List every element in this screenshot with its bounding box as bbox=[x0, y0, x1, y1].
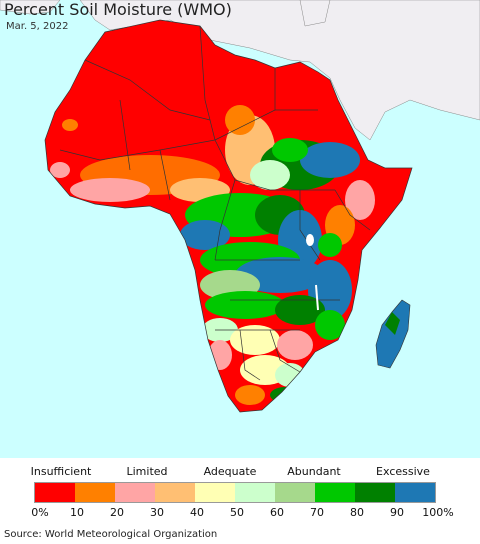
legend-category-excessive: Excessive bbox=[376, 465, 430, 478]
legend-tick: 20 bbox=[110, 506, 124, 519]
legend-swatch bbox=[275, 483, 315, 502]
outside-land bbox=[299, 0, 331, 27]
legend-tick: 100% bbox=[422, 506, 454, 519]
legend-swatch bbox=[315, 483, 355, 502]
legend-category-adequate: Adequate bbox=[203, 465, 257, 478]
legend-swatch bbox=[115, 483, 155, 502]
legend-tick: 60 bbox=[270, 506, 284, 519]
legend-category-abundant: Abundant bbox=[287, 465, 341, 478]
legend-swatch bbox=[75, 483, 115, 502]
legend-tick: 80 bbox=[350, 506, 364, 519]
legend-category-insufficient: Insufficient bbox=[30, 465, 92, 478]
legend-swatch bbox=[355, 483, 395, 502]
legend-tick: 0% bbox=[31, 506, 49, 519]
legend-swatch bbox=[195, 483, 235, 502]
outside-land bbox=[0, 0, 61, 15]
legend-tick: 50 bbox=[230, 506, 244, 519]
country-borders bbox=[44, 19, 413, 413]
legend-tick: 90 bbox=[390, 506, 404, 519]
legend-tick: 10 bbox=[70, 506, 84, 519]
lake-nyasa bbox=[315, 284, 319, 311]
legend-swatch bbox=[35, 483, 75, 502]
legend-swatch bbox=[235, 483, 275, 502]
map-title: Percent Soil Moisture (WMO) bbox=[4, 0, 232, 19]
map-date: Mar. 5, 2022 bbox=[6, 21, 69, 32]
legend-tick: 40 bbox=[190, 506, 204, 519]
madagascar bbox=[375, 299, 411, 369]
source-credit: Source: World Meteorological Organizatio… bbox=[4, 529, 218, 540]
legend-swatch bbox=[395, 483, 435, 502]
lake-victoria bbox=[306, 234, 314, 246]
legend-swatch bbox=[155, 483, 195, 502]
legend-tick: 30 bbox=[150, 506, 164, 519]
legend-category-limited: Limited bbox=[126, 465, 168, 478]
legend-color-bar bbox=[34, 482, 436, 503]
soil-moisture-map bbox=[0, 0, 480, 458]
legend-tick: 70 bbox=[310, 506, 324, 519]
